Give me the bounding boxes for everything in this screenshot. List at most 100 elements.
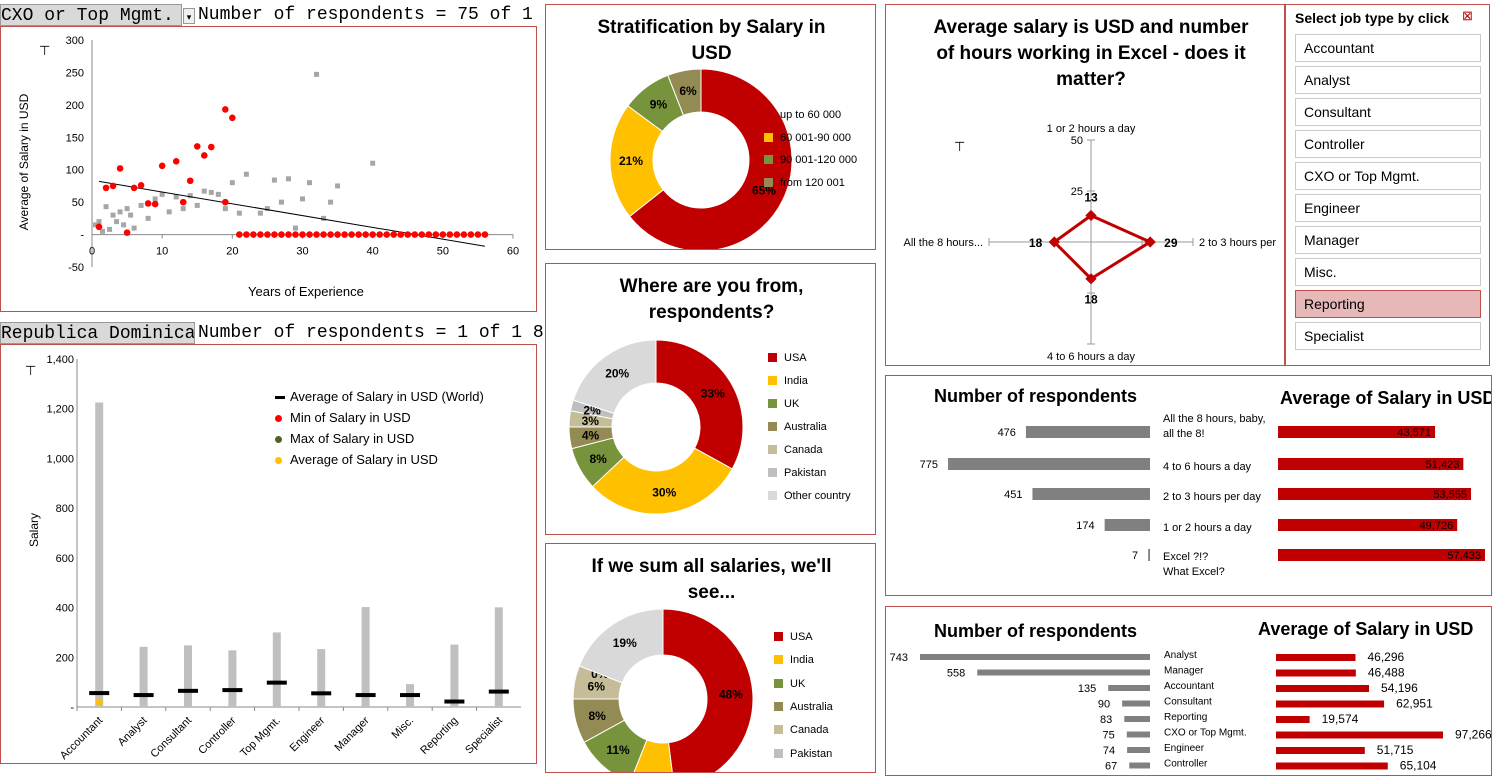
scatter-point-all bbox=[285, 176, 291, 182]
respondent-count-label: 775 bbox=[920, 459, 938, 471]
scatter-y-tick: 50 bbox=[72, 197, 84, 209]
world-avg-marker bbox=[400, 693, 420, 698]
scatter-point-selected bbox=[299, 231, 306, 238]
scatter-point-selected bbox=[320, 231, 327, 238]
radar-title: Average salary is USD and number of hours… bbox=[933, 17, 1249, 90]
scatter-point-selected bbox=[383, 231, 391, 238]
country-filter-cell[interactable]: Republica Dominica bbox=[0, 322, 195, 344]
slicer-item-controller[interactable]: Controller bbox=[1295, 130, 1481, 158]
scatter-point-all bbox=[208, 189, 214, 195]
scatter-point-all bbox=[201, 188, 207, 194]
scatter-point-all bbox=[370, 160, 376, 166]
donut-legend-item: 60 001-90 000 bbox=[764, 132, 851, 144]
scatter-x-tick: 60 bbox=[507, 246, 519, 258]
avg-salary-bar bbox=[1278, 426, 1436, 438]
max-salary-bar bbox=[361, 607, 370, 707]
salary-sum-donut: 48%11%8%6%0%19% bbox=[572, 608, 754, 772]
radar-axis-label-left: All the 8 hours... bbox=[904, 237, 984, 249]
scatter-point-selected bbox=[257, 231, 264, 238]
avg-salary-label: 46,488 bbox=[1368, 666, 1405, 680]
bar-x-tick: Manager bbox=[333, 714, 372, 753]
respondent-count-label: 83 bbox=[1100, 714, 1112, 726]
hours-category-label: 2 to 3 hours per day bbox=[1163, 491, 1261, 503]
scatter-point-all bbox=[307, 180, 313, 186]
job-category-label: Manager bbox=[1164, 666, 1204, 677]
radar-axis-label-top: 1 or 2 hours a day bbox=[1047, 123, 1136, 135]
slicer-item-misc[interactable]: Misc. bbox=[1295, 258, 1481, 286]
slicer-item-specialist[interactable]: Specialist bbox=[1295, 322, 1481, 350]
donut-legend-item: USA bbox=[768, 352, 807, 364]
bar-y-tick: 1,000 bbox=[46, 453, 74, 465]
avg-salary-bar bbox=[1276, 700, 1385, 708]
filter-marker-icon-2: ⊤ bbox=[25, 363, 37, 378]
avg-salary-label: 57,433 bbox=[1447, 550, 1481, 562]
scatter-point-all bbox=[194, 202, 200, 208]
radar-chart: 50 25 1 or 2 hours a day 2 to 3 hours per 4 … bbox=[904, 123, 1277, 363]
world-avg-marker bbox=[178, 688, 198, 693]
max-salary-bar bbox=[184, 645, 192, 707]
slicer-item-cxo-or-top-mgmt[interactable]: CXO or Top Mgmt. bbox=[1295, 162, 1481, 190]
respondent-count-bar bbox=[920, 654, 1150, 660]
avg-salary-bar bbox=[1278, 458, 1464, 470]
slicer-item-accountant[interactable]: Accountant bbox=[1295, 34, 1481, 62]
donut-value-label: 6% bbox=[679, 84, 697, 98]
scatter-point-all bbox=[222, 206, 228, 212]
job-category-label: CXO or Top Mgmt. bbox=[1164, 728, 1247, 739]
max-salary-bar bbox=[317, 649, 326, 707]
scatter-point-selected bbox=[116, 165, 124, 172]
donut-value-label: 8% bbox=[589, 452, 607, 466]
scatter-point-all bbox=[173, 194, 179, 200]
radar-value-label: 29 bbox=[1164, 236, 1178, 250]
scatter-point-all bbox=[314, 71, 320, 77]
avg-salary-bar bbox=[1278, 488, 1472, 500]
slicer-item-engineer[interactable]: Engineer bbox=[1295, 194, 1481, 222]
scatter-point-selected bbox=[95, 223, 103, 231]
scatter-point-selected bbox=[467, 231, 475, 238]
donut-legend-item: Canada bbox=[774, 724, 829, 736]
slicer-item-consultant[interactable]: Consultant bbox=[1295, 98, 1481, 126]
job-filter-cell[interactable]: CXO or Top Mgmt. bbox=[0, 4, 182, 26]
scatter-point-selected bbox=[285, 231, 292, 238]
scatter-point-all bbox=[278, 199, 284, 205]
respondent-count-label: 451 bbox=[1004, 489, 1022, 501]
scatter-point-selected bbox=[460, 231, 468, 238]
hours-left-title: Number of respondents bbox=[934, 386, 1138, 406]
filter-dropdown-arrow-icon[interactable]: ▾ bbox=[183, 8, 195, 24]
respondent-count-bar bbox=[948, 458, 1150, 470]
radar-axis-label-bottom: 4 to 6 hours a day bbox=[1047, 351, 1136, 363]
scatter-point-all bbox=[264, 206, 270, 212]
bar-x-tick: Consultant bbox=[148, 715, 194, 761]
scatter-point-selected bbox=[130, 184, 138, 192]
scatter-point-selected bbox=[446, 231, 454, 238]
donut-legend-item: Australia bbox=[768, 421, 827, 433]
radar-panel: Average salary is USD and number of hours… bbox=[885, 4, 1285, 366]
scatter-y-tick: 300 bbox=[66, 35, 84, 47]
respondent-count-label: 90 bbox=[1098, 699, 1110, 711]
donut-legend-item: UK bbox=[768, 398, 799, 410]
world-avg-marker bbox=[133, 693, 154, 698]
bar-y-tick: - bbox=[70, 702, 74, 714]
experience-scatter-panel: -50-50 100 150 200 250 300 0 10 20 30 40 50 60 Years… bbox=[0, 26, 537, 312]
world-avg-marker bbox=[266, 680, 287, 685]
scatter-point-selected bbox=[292, 231, 299, 238]
scatter-y-tick: 100 bbox=[66, 165, 84, 177]
world-avg-marker bbox=[222, 688, 243, 693]
scatter-point-selected bbox=[306, 231, 313, 238]
hours-category-label: 1 or 2 hours a day bbox=[1163, 522, 1252, 534]
slicer-item-analyst[interactable]: Analyst bbox=[1295, 66, 1481, 94]
donut-slice bbox=[628, 68, 793, 249]
scatter-point-selected bbox=[376, 231, 383, 238]
scatter-point-all bbox=[236, 210, 242, 216]
respondent-count-bar bbox=[1122, 700, 1150, 707]
slicer-item-reporting[interactable]: Reporting bbox=[1295, 290, 1481, 318]
max-salary-bar bbox=[272, 632, 281, 707]
scatter-point-all bbox=[271, 177, 277, 183]
salary-sum-title: If we sum all salaries, we'll see... bbox=[591, 556, 832, 603]
scatter-point-all bbox=[93, 222, 99, 228]
avg-salary-label: 65,104 bbox=[1400, 759, 1437, 773]
clear-filter-icon[interactable]: ⊠ bbox=[1462, 8, 1473, 23]
slicer-item-manager[interactable]: Manager bbox=[1295, 226, 1481, 254]
scatter-point-selected bbox=[193, 143, 201, 150]
hours-bar-chart: 476 43,571 775 51,423 4 to 6 hours a day 451 5… bbox=[920, 426, 1485, 562]
scatter-x-tick: 0 bbox=[89, 246, 95, 258]
